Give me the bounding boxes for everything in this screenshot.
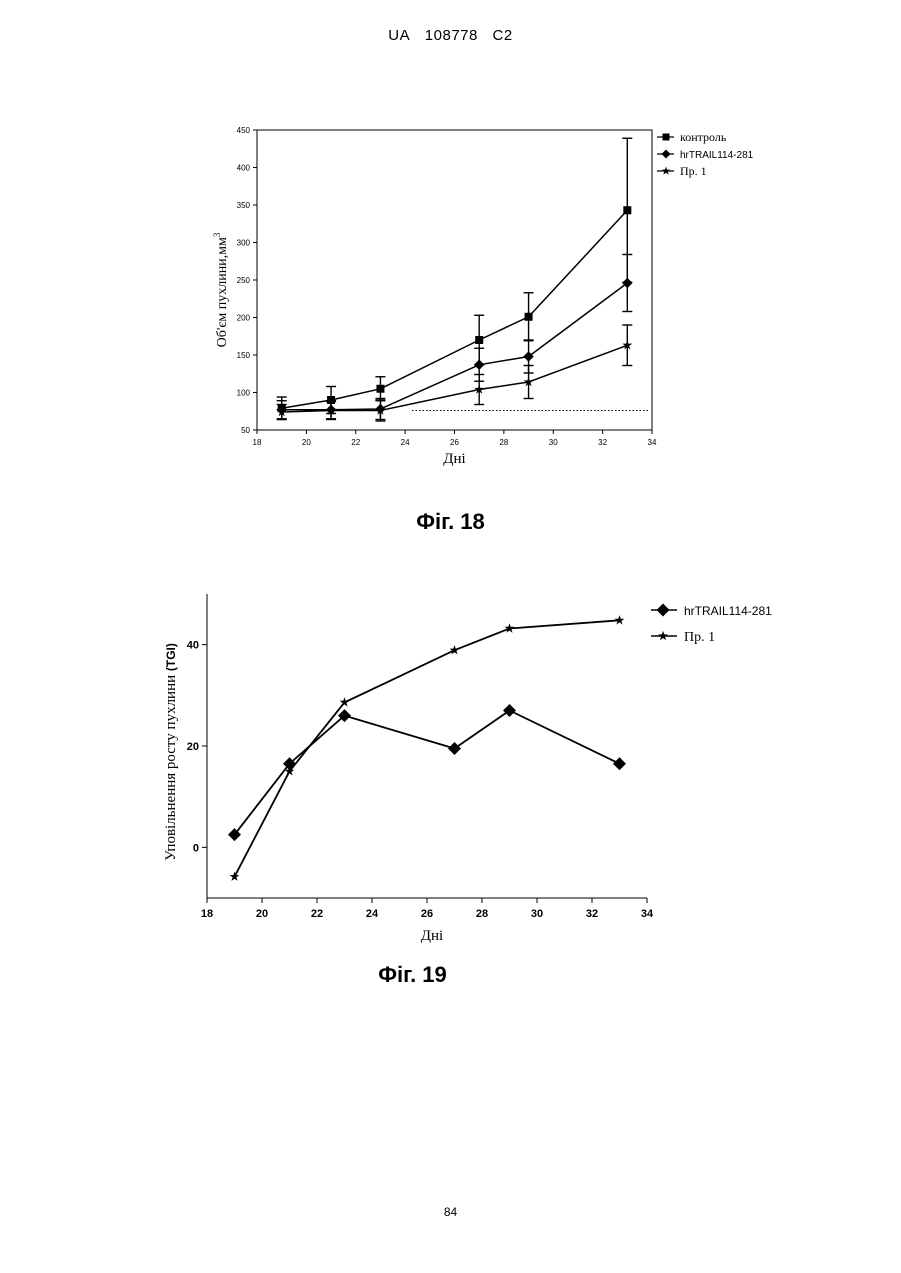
y-tick-label: 200 [237,314,251,323]
series-line [282,210,628,408]
y-tick-label: 300 [237,239,251,248]
legend-marker [661,149,670,158]
series-line [235,620,620,876]
data-point [503,704,516,717]
x-tick-label: 28 [476,908,488,920]
y-tick-label: 100 [237,389,251,398]
legend-marker [657,604,670,617]
data-point [523,351,533,361]
y-axis-label: Об'єм пухлини,мм3 [212,232,230,347]
legend-label: hrTRAIL114-281 [680,150,754,161]
y-tick-label: 20 [187,741,199,753]
x-axis-label: Дні [443,451,465,467]
x-tick-label: 20 [302,438,311,447]
x-axis-label: Дні [421,928,443,944]
y-tick-label: 250 [237,276,251,285]
x-tick-label: 32 [586,908,598,920]
x-tick-label: 30 [531,908,543,920]
y-tick-label: 150 [237,351,251,360]
y-tick-label: 400 [237,164,251,173]
x-tick-label: 26 [421,908,433,920]
y-axis-label-suffix: (TGI) [164,643,178,671]
fig-18-caption: Фіг. 18 [0,509,901,535]
data-point [376,385,384,393]
x-tick-label: 32 [598,438,607,447]
x-tick-label: 18 [201,908,213,920]
data-point [475,336,483,344]
data-point [474,360,484,370]
legend-label: контроль [680,130,727,144]
plot-frame [257,130,652,430]
data-point [448,742,461,755]
legend-label: hrTRAIL114-281 [684,604,772,618]
chart-fig-18: 1820222426283032345010015020025030035040… [0,0,901,500]
x-tick-label: 24 [366,908,379,920]
series-line [282,283,628,410]
y-axis-label-sup: 3 [212,232,222,237]
legend-label: Пр. 1 [684,630,715,645]
data-point [525,313,533,321]
x-tick-label: 30 [549,438,558,447]
y-tick-label: 40 [187,640,199,652]
x-tick-label: 34 [641,908,654,920]
x-tick-label: 18 [253,438,262,447]
x-tick-label: 28 [499,438,508,447]
x-tick-label: 34 [648,438,657,447]
data-point [340,697,350,706]
x-tick-label: 22 [351,438,360,447]
fig-19-caption: Фіг. 19 [0,962,863,988]
data-point [450,645,460,654]
data-point [230,872,240,881]
y-tick-label: 50 [241,426,250,435]
x-tick-label: 24 [401,438,410,447]
chart-fig-19: 18 20 22 24 26 28 30 32 34 0 20 40 Дні Уповільнення р… [0,560,901,980]
x-tick-label: 26 [450,438,459,447]
x-tick-label: 22 [311,908,323,920]
y-tick-label: 0 [193,842,199,854]
legend-label: Пр. 1 [680,164,707,178]
data-point [613,757,626,770]
series-line [235,711,620,835]
x-tick-label: 20 [256,908,268,920]
y-tick-label: 350 [237,201,251,210]
legend-marker [663,134,670,141]
data-point [623,206,631,214]
y-axis-label: Уповільнення росту пухлини (TGI) [163,643,179,861]
y-tick-label: 450 [237,126,251,135]
data-point [622,278,632,288]
page-number: 84 [0,1205,901,1219]
